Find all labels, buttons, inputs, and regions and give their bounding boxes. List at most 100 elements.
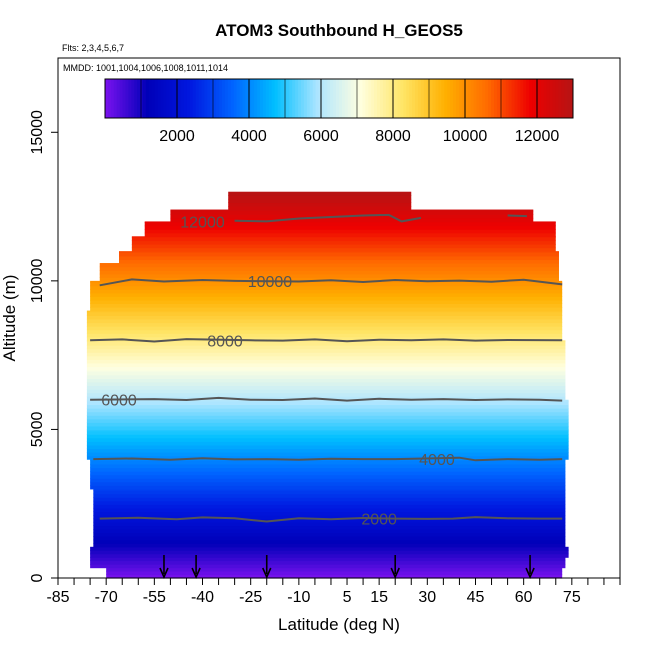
colorbar-cell-19 [160,79,164,118]
dates-note: MMDD: 1001,1004,1006,1008,1011,1014 [63,63,228,73]
colorbar-cell-151 [546,79,551,118]
colorbar-cell-50 [251,79,255,118]
colorbar-cell-5 [119,79,124,118]
heat-band-6 [90,553,569,558]
colorbar-cell-112 [432,79,437,118]
colorbar-cell-49 [248,79,252,118]
colorbar-cell-111 [429,79,434,118]
colorbar-cell-82 [344,79,349,118]
colorbar-cell-55 [265,79,270,118]
heat-band-3 [90,564,566,569]
heat-band-59 [86,374,566,379]
heat-band-47 [86,415,569,420]
contour-line-6000 [90,396,563,402]
contour-label-10000: 10000 [248,274,293,291]
colorbar-cell-32 [198,79,203,118]
colorbar-cell-133 [494,79,498,118]
colorbar-cell-20 [163,79,167,118]
colorbar-cell-90 [368,79,372,118]
colorbar-cell-39 [219,79,223,118]
colorbar-cell-45 [236,79,241,118]
heat-band-71 [86,336,563,341]
colorbar-cell-78 [333,79,337,118]
colorbar-cell-94 [379,79,384,118]
heat-band-46 [86,418,569,423]
heat-band-82 [90,299,563,305]
colorbar-cell-64 [292,79,296,118]
heat-band-19 [93,507,566,513]
colorbar-cell-26 [181,79,185,118]
colorbar-tick-label-10000: 10000 [443,128,488,145]
colorbar-cell-52 [257,79,261,118]
heat-band-64 [86,359,566,364]
colorbar-cell-35 [207,79,211,118]
colorbar-cell-139 [511,79,515,118]
colorbar-cell-31 [195,79,200,118]
contour-line-2000 [99,516,563,523]
colorbar-cell-123 [464,79,469,118]
heat-band-52 [86,399,569,402]
contour-line-12000-segment [507,214,527,218]
colorbar-cell-15 [148,79,153,118]
heat-band-73 [86,329,563,334]
colorbar-cell-113 [435,79,439,118]
heat-band-94 [119,259,559,264]
colorbar-cell-12 [140,79,144,118]
colorbar-cell-91 [371,79,375,118]
heat-band-90 [99,273,559,278]
colorbar-cell-83 [347,79,352,118]
x-tick-label-30: 30 [418,589,436,606]
heat-band-61 [86,370,566,372]
heat-band-11 [93,536,566,541]
colorbar-cell-18 [157,79,162,118]
heat-band-111 [170,209,534,212]
colorbar-cell-154 [555,79,559,118]
colorbar-cell-136 [502,79,507,118]
colorbar-cell-129 [482,79,486,118]
colorbar-cell-37 [213,79,217,118]
colorbar-cell-41 [224,79,229,118]
y-tick-label-15000: 15000 [29,110,46,155]
heat-band-31 [90,467,566,472]
colorbar-cell-38 [216,79,220,118]
colorbar-cell-13 [143,79,147,118]
colorbar-cell-134 [496,79,501,118]
colorbar-cell-54 [262,79,267,118]
colorbar-cell-108 [420,79,425,118]
heat-band-66 [86,352,566,357]
heat-band-20 [93,504,566,509]
colorbar-cell-148 [537,79,542,118]
colorbar-cell-46 [239,79,243,118]
x-tick-label--85: -85 [46,589,69,606]
colorbar-cell-87 [359,79,363,118]
heat-band-92 [99,266,559,271]
colorbar-cell-29 [189,79,194,118]
colorbar-cell-135 [499,79,504,118]
colorbar-cell-126 [473,79,477,118]
heat-band-63 [86,362,566,368]
colorbar-cell-118 [450,79,454,118]
colorbar-cell-75 [324,79,328,118]
colorbar-cell-69 [306,79,311,118]
colorbar-cell-43 [230,79,235,118]
colorbar-cell-157 [564,79,568,118]
heat-band-72 [86,333,563,338]
colorbar-cell-137 [505,79,510,118]
colorbar-cell-68 [303,79,308,118]
heat-band-53 [86,396,566,401]
heat-band-74 [86,326,563,331]
colorbar-cell-128 [479,79,483,118]
heat-band-58 [86,378,566,383]
colorbar-cell-104 [409,79,413,118]
heat-band-7 [90,550,569,555]
colorbar-cell-92 [374,79,378,118]
colorbar-cell-9 [131,79,135,118]
heat-band-112 [228,205,412,211]
colorbar-cell-85 [353,79,358,118]
heat-band-79 [86,310,563,313]
heat-band-78 [86,311,563,316]
colorbar-cell-79 [336,79,340,118]
x-tick-label-5: 5 [343,589,352,606]
colorbar-cell-62 [286,79,290,118]
